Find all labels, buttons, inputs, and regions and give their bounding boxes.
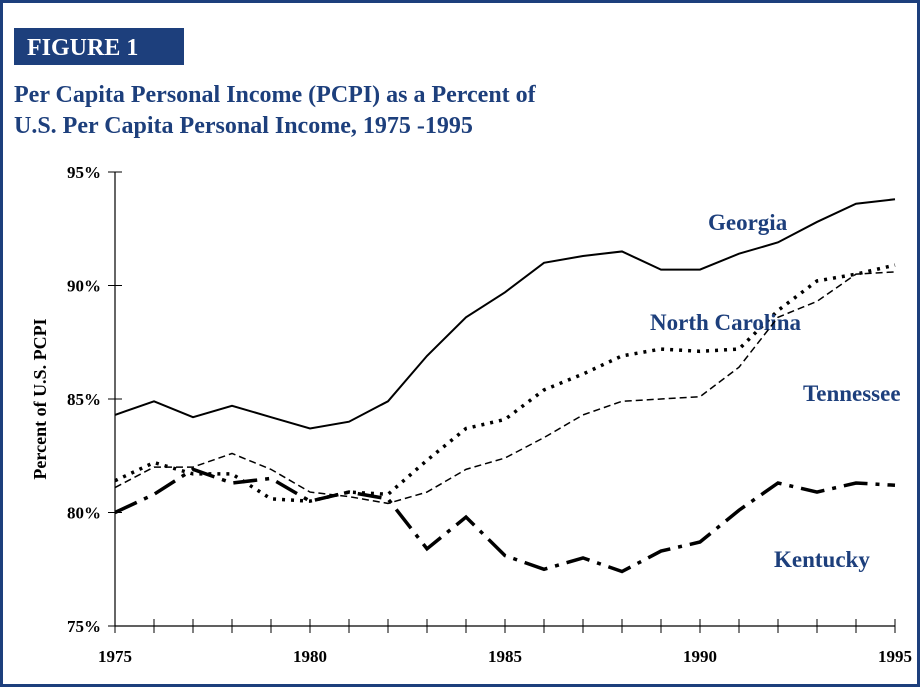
series-label: North Carolina [650,310,801,335]
y-tick-label: 90% [67,277,101,296]
series-label: Tennessee [803,381,901,406]
y-axis-label: Percent of U.S. PCPI [30,318,50,479]
y-tick-label: 75% [67,617,101,636]
x-tick-label: 1980 [293,647,327,666]
series-line [114,271,896,505]
figure-label: FIGURE 1 [27,35,138,61]
series-label: Kentucky [774,547,870,572]
series-label: Georgia [708,210,788,235]
y-tick-label: 85% [67,390,101,409]
x-tick-label: 1985 [488,647,522,666]
series-line [114,198,896,430]
figure-label-box [14,28,184,65]
x-tick-label: 1975 [98,647,132,666]
y-tick-label: 95% [67,163,101,182]
title-line: U.S. Per Capita Personal Income, 1975 -1… [14,113,473,139]
y-tick-label: 80% [67,504,101,523]
series-line [114,467,896,574]
x-tick-label: 1995 [878,647,912,666]
title-line: Per Capita Personal Income (PCPI) as a P… [14,82,537,108]
x-tick-label: 1990 [683,647,717,666]
